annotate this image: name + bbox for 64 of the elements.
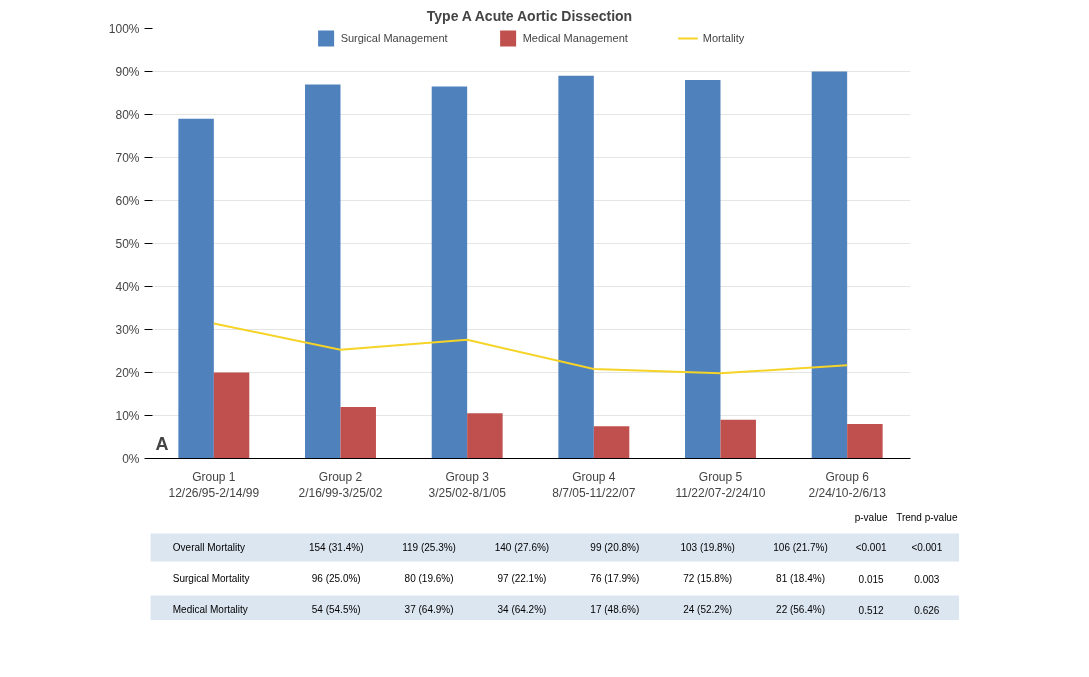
bar [811,71,848,459]
bar [431,86,468,459]
bar [178,118,214,459]
text: 103 (19.8%) [680,542,735,553]
text: 97 (22.1%) [497,573,547,584]
y-tick-label: 90% [115,64,140,79]
text: 22 (56.4%) [776,604,825,615]
legend-label: Mortality [702,32,745,44]
bar [305,84,341,459]
annotation: A [155,433,169,454]
text: 119 (25.3%) [402,542,456,553]
y-tick-label: 80% [115,107,140,122]
text: 96 (25.0%) [311,573,361,584]
y-tick-label: 70% [115,150,140,165]
text: 99 (20.8%) [590,542,640,553]
x-tick-label: Group 5 11/22/07-2/24/10 [675,469,766,501]
bar [720,419,756,459]
x-tick-label: Group 6 2/24/10-2/6/13 [808,469,887,501]
chart-title: Type A Acute Aortic Dissection [426,7,633,24]
text: Medical Mortality [172,604,248,615]
bar [213,372,250,459]
bar [847,424,883,459]
text: 106 (21.7%) [773,542,828,553]
x-tick-label: Group 2 2/16/99-3/25/02 [298,469,383,501]
text: p-value [854,512,888,523]
text: <0.001 [855,542,887,553]
text: 34 (64.2%) [497,604,547,615]
text: 76 (17.9%) [590,573,640,584]
text: 80 (19.6%) [404,573,454,584]
y-tick-label: 20% [115,365,140,380]
text: 72 (15.8%) [683,573,733,584]
legend-label: Surgical Management [340,32,448,44]
y-tick-label: 10% [115,408,140,423]
text: 81 (18.4%) [776,573,825,584]
x-tick-label: Group 4 8/7/05-11/22/07 [552,469,636,501]
y-tick-label: 0% [122,451,140,466]
text: <0.001 [911,542,943,553]
text: Trend p-value [896,512,958,523]
y-tick-label: 100% [108,21,140,36]
x-tick-label: Group 1 12/26/95-2/14/99 [168,469,260,501]
text: 0.512 [858,604,885,616]
line-series [212,322,849,375]
text: 154 (31.4%) [308,542,364,553]
bar [467,413,503,459]
text: 17 (48.6%) [590,604,640,615]
text: 0.626 [914,604,940,616]
text: Surgical Mortality [172,573,250,584]
y-tick-label: 60% [115,193,140,208]
bar [685,80,721,459]
bar [558,75,594,459]
y-tick-label: 50% [115,236,140,251]
text: 140 (27.6%) [494,542,550,553]
bar [340,406,376,459]
bar [593,426,630,459]
text: 54 (54.5%) [311,604,361,615]
text: 24 (52.2%) [683,604,733,615]
y-tick-label: 40% [115,279,140,294]
y-tick-label: 30% [115,322,140,337]
text: 37 (64.9%) [404,604,454,615]
text: Overall Mortality [172,542,246,553]
text: 0.003 [914,573,940,585]
text: 0.015 [858,573,885,585]
x-tick-label: Group 3 3/25/02-8/1/05 [428,469,507,501]
legend-label: Medical Management [522,32,628,44]
